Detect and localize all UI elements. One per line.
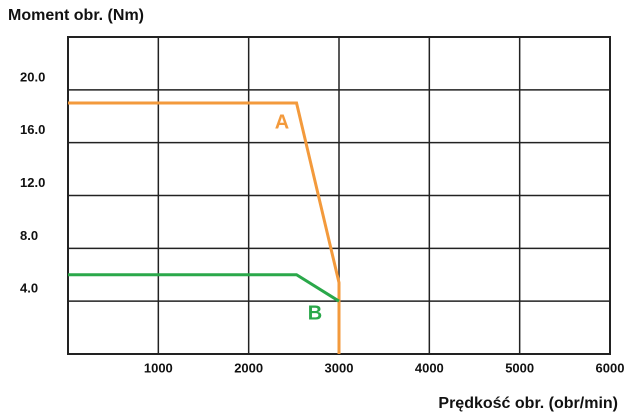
x-axis-title: Prędkość obr. (obr/min) xyxy=(438,395,618,412)
y-axis-title: Moment obr. (Nm) xyxy=(8,7,144,24)
y-tick-label: 20.0 xyxy=(20,69,45,84)
y-tick-label: 8.0 xyxy=(20,228,38,243)
series-line xyxy=(68,273,340,303)
series-label: B xyxy=(308,302,322,324)
x-tick-label: 1000 xyxy=(144,360,173,375)
y-tick-label: 12.0 xyxy=(20,175,45,190)
y-tick-label: 4.0 xyxy=(20,281,38,296)
series-label: A xyxy=(275,111,289,133)
series-line xyxy=(68,101,341,354)
x-tick-label: 4000 xyxy=(415,360,444,375)
x-tick-label: 2000 xyxy=(234,360,263,375)
x-tick-label: 3000 xyxy=(325,360,354,375)
x-tick-label: 6000 xyxy=(596,360,625,375)
x-tick-label: 5000 xyxy=(505,360,534,375)
y-tick-label: 16.0 xyxy=(20,122,45,137)
